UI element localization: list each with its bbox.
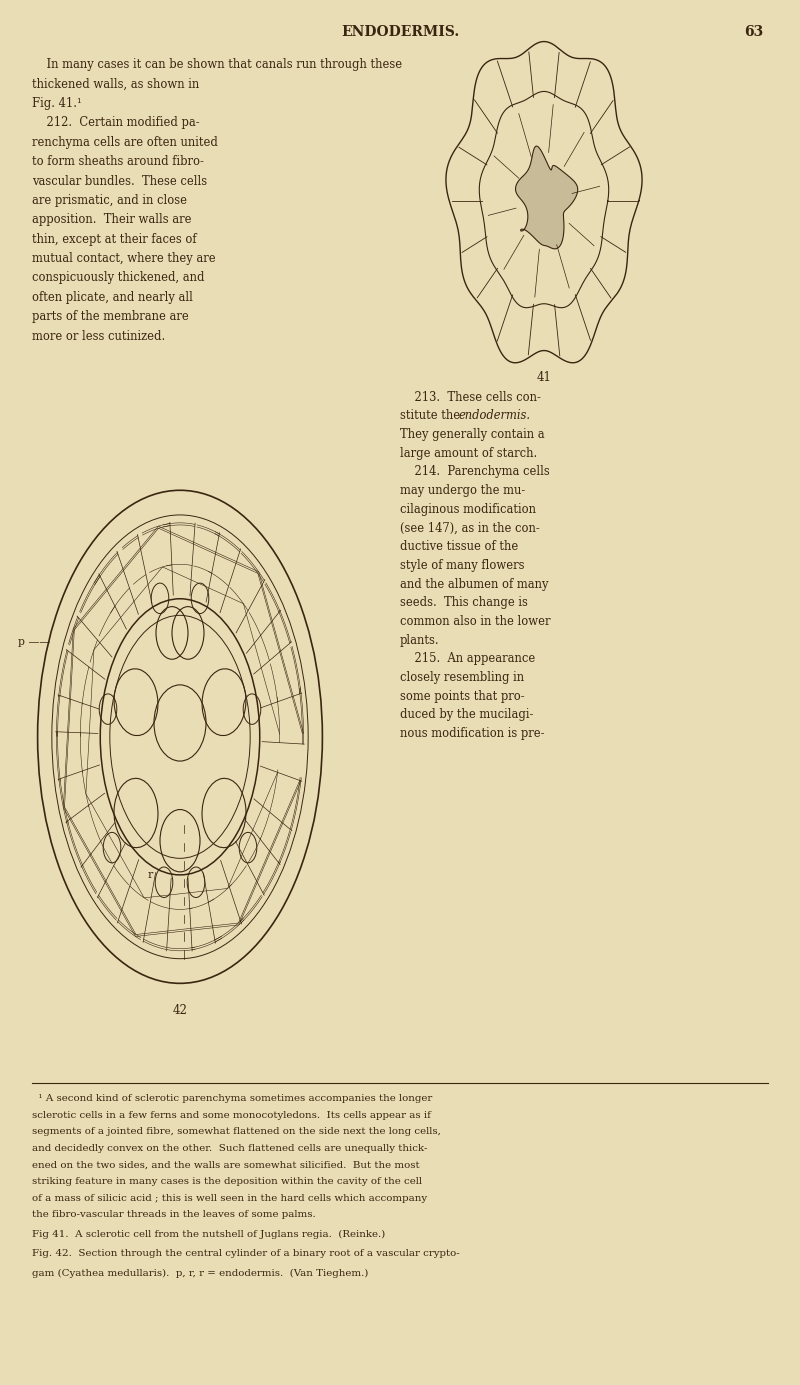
Text: ductive tissue of the: ductive tissue of the <box>400 540 518 553</box>
Text: and the albumen of many: and the albumen of many <box>400 578 549 590</box>
Text: 214.  Parenchyma cells: 214. Parenchyma cells <box>400 465 550 478</box>
Text: Fig. 42.  Section through the central cylinder of a binary root of a vascular cr: Fig. 42. Section through the central cyl… <box>32 1249 460 1258</box>
Text: and decidedly convex on the other.  Such flattened cells are unequally thick-: and decidedly convex on the other. Such … <box>32 1144 427 1152</box>
Text: 41: 41 <box>537 371 551 384</box>
Text: style of many flowers: style of many flowers <box>400 558 525 572</box>
Text: 215.  An appearance: 215. An appearance <box>400 652 535 665</box>
Text: cilaginous modification: cilaginous modification <box>400 503 536 515</box>
Text: 213.  These cells con-: 213. These cells con- <box>400 391 541 403</box>
Text: mutual contact, where they are: mutual contact, where they are <box>32 252 216 265</box>
Text: renchyma cells are often united: renchyma cells are often united <box>32 136 218 148</box>
Text: stitute the: stitute the <box>400 410 464 422</box>
Text: some points that pro-: some points that pro- <box>400 690 525 702</box>
Text: nous modification is pre-: nous modification is pre- <box>400 727 545 740</box>
Text: (see 147), as in the con-: (see 147), as in the con- <box>400 522 540 535</box>
Text: 42: 42 <box>173 1004 187 1017</box>
Text: vascular bundles.  These cells: vascular bundles. These cells <box>32 175 207 187</box>
Text: gam (Cyathea medullaris).  p, r, r = endodermis.  (Van Tieghem.): gam (Cyathea medullaris). p, r, r = endo… <box>32 1269 368 1278</box>
Text: Fig 41.  A sclerotic cell from the nutshell of Juglans regia.  (Reinke.): Fig 41. A sclerotic cell from the nutshe… <box>32 1230 386 1240</box>
Text: sclerotic cells in a few ferns and some monocotyledons.  Its cells appear as if: sclerotic cells in a few ferns and some … <box>32 1111 431 1119</box>
Text: ened on the two sides, and the walls are somewhat silicified.  But the most: ened on the two sides, and the walls are… <box>32 1161 420 1169</box>
Text: duced by the mucilagi-: duced by the mucilagi- <box>400 709 534 722</box>
Text: ENDODERMIS.: ENDODERMIS. <box>341 25 459 39</box>
Text: r: r <box>148 870 154 879</box>
Text: thin, except at their faces of: thin, except at their faces of <box>32 233 197 245</box>
Text: often plicate, and nearly all: often plicate, and nearly all <box>32 291 193 303</box>
Text: large amount of starch.: large amount of starch. <box>400 446 538 460</box>
Text: closely resembling in: closely resembling in <box>400 672 524 684</box>
Text: conspicuously thickened, and: conspicuously thickened, and <box>32 271 205 284</box>
Text: to form sheaths around fibro-: to form sheaths around fibro- <box>32 155 204 168</box>
Text: In many cases it can be shown that canals run through these: In many cases it can be shown that canal… <box>32 58 402 71</box>
Text: parts of the membrane are: parts of the membrane are <box>32 310 189 323</box>
Text: They generally contain a: They generally contain a <box>400 428 545 440</box>
Text: 212.  Certain modified pa-: 212. Certain modified pa- <box>32 116 200 129</box>
Text: endodermis.: endodermis. <box>458 410 530 422</box>
Text: seeds.  This change is: seeds. This change is <box>400 596 528 609</box>
Text: apposition.  Their walls are: apposition. Their walls are <box>32 213 191 226</box>
Text: p ——: p —— <box>18 637 50 647</box>
Text: 63: 63 <box>744 25 763 39</box>
Text: are prismatic, and in close: are prismatic, and in close <box>32 194 187 206</box>
Text: more or less cutinized.: more or less cutinized. <box>32 330 166 342</box>
Polygon shape <box>515 145 578 249</box>
Text: ¹ A second kind of sclerotic parenchyma sometimes accompanies the longer: ¹ A second kind of sclerotic parenchyma … <box>32 1094 432 1102</box>
Text: of a mass of silicic acid ; this is well seen in the hard cells which accompany: of a mass of silicic acid ; this is well… <box>32 1194 427 1202</box>
Text: common also in the lower: common also in the lower <box>400 615 550 627</box>
Text: Fig. 41.¹: Fig. 41.¹ <box>32 97 82 109</box>
Text: striking feature in many cases is the deposition within the cavity of the cell: striking feature in many cases is the de… <box>32 1177 422 1186</box>
Text: may undergo the mu-: may undergo the mu- <box>400 485 526 497</box>
Text: plants.: plants. <box>400 634 440 647</box>
Text: thickened walls, as shown in: thickened walls, as shown in <box>32 78 199 90</box>
Text: the fibro-vascular threads in the leaves of some palms.: the fibro-vascular threads in the leaves… <box>32 1210 316 1219</box>
Text: segments of a jointed fibre, somewhat flattened on the side next the long cells,: segments of a jointed fibre, somewhat fl… <box>32 1127 441 1136</box>
